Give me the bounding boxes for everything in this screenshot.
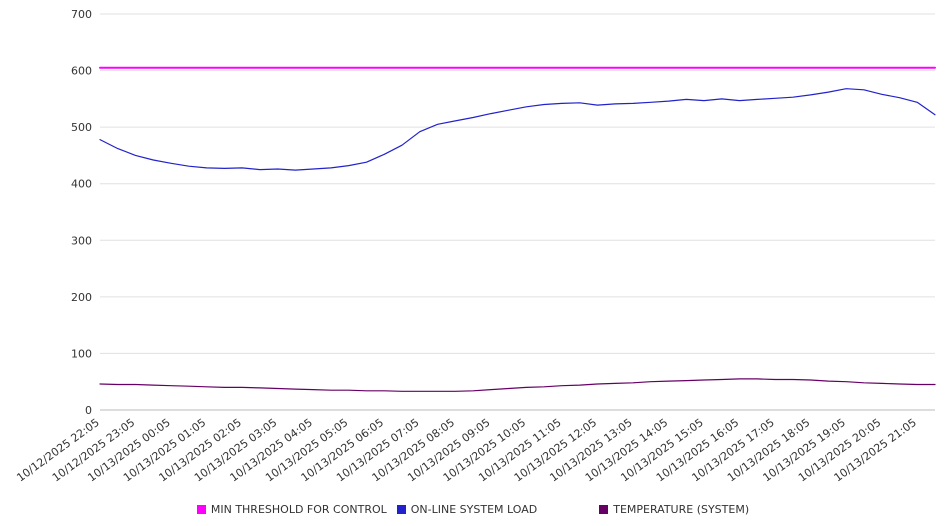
y-tick-label: 0 bbox=[85, 404, 92, 417]
series-line-1 bbox=[99, 88, 936, 171]
legend-label: MIN THRESHOLD FOR CONTROL bbox=[210, 502, 387, 516]
y-tick-label: 400 bbox=[71, 178, 92, 191]
series-line-2 bbox=[99, 378, 936, 392]
legend-swatch-icon bbox=[599, 504, 609, 514]
chart-legend: MIN THRESHOLD FOR CONTROL ON-LINE SYSTEM … bbox=[0, 496, 946, 522]
y-tick-label: 100 bbox=[71, 347, 92, 360]
legend-item-0: MIN THRESHOLD FOR CONTROL bbox=[196, 502, 387, 516]
legend-swatch-icon bbox=[196, 504, 206, 514]
y-tick-label: 300 bbox=[71, 234, 92, 247]
y-tick-label: 600 bbox=[71, 65, 92, 78]
legend-item-1: ON-LINE SYSTEM LOAD bbox=[396, 502, 538, 516]
y-tick-label: 200 bbox=[71, 291, 92, 304]
y-tick-label: 700 bbox=[71, 8, 92, 21]
legend-item-2: TEMPERATURE (SYSTEM) bbox=[599, 503, 749, 516]
y-tick-label: 500 bbox=[71, 121, 92, 134]
legend-label: TEMPERATURE (SYSTEM) bbox=[613, 502, 750, 516]
legend-label: ON-LINE SYSTEM LOAD bbox=[410, 502, 538, 516]
legend-swatch-icon bbox=[396, 504, 406, 514]
